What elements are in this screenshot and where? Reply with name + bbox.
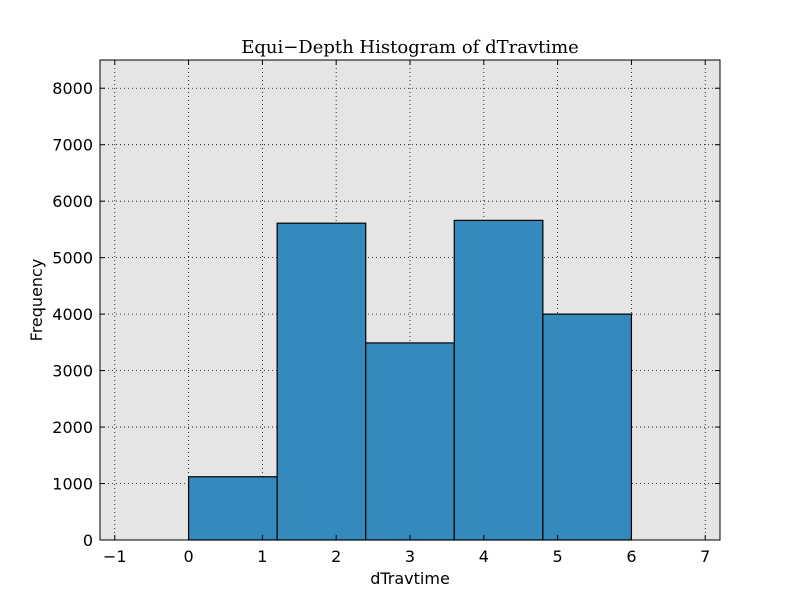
y-tick-label: 5000	[52, 249, 93, 268]
x-tick-label: 2	[331, 547, 341, 566]
axis-ticks: −1 0 1 2 3 4 5 6 7 0 1000 2000 3000 4000 5000 6000 7000 8…	[52, 60, 720, 566]
x-tick-label: 0	[183, 547, 193, 566]
histogram-bar-1	[276, 222, 367, 541]
histogram-bar-3	[453, 219, 544, 541]
y-tick-label: 1000	[52, 475, 93, 494]
x-tick-label: 3	[405, 547, 415, 566]
histogram-bar-0	[187, 476, 278, 541]
x-tick-label: 7	[700, 547, 710, 566]
y-tick-label: 3000	[52, 362, 93, 381]
x-tick-label: 4	[479, 547, 489, 566]
y-tick-label: 0	[83, 531, 93, 550]
y-tick-label: 8000	[52, 79, 93, 98]
y-tick-label: 2000	[52, 418, 93, 437]
y-tick-label: 6000	[52, 192, 93, 211]
x-axis-label: dTravtime	[370, 569, 450, 588]
y-tick-label: 4000	[52, 305, 93, 324]
x-tick-label: 5	[553, 547, 563, 566]
bars-group	[187, 219, 633, 541]
chart-title: Equi−Depth Histogram of dTravtime	[241, 37, 579, 58]
x-tick-label: 6	[626, 547, 636, 566]
x-tick-label: 1	[257, 547, 267, 566]
y-axis-label: Frequency	[27, 259, 46, 342]
histogram-bar-4	[542, 313, 633, 541]
histogram-bar-2	[365, 342, 455, 541]
y-tick-label: 7000	[52, 136, 93, 155]
x-tick-label: −1	[103, 547, 127, 566]
